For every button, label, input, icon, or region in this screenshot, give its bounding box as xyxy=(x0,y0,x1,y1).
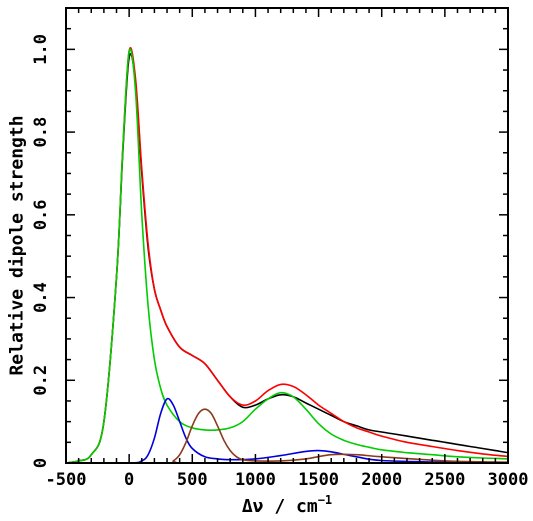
series-line-5 xyxy=(65,408,509,464)
y-tick-label: 0.2 xyxy=(31,365,51,396)
x-tick-label: 1500 xyxy=(298,470,339,490)
y-tick-label: 0 xyxy=(31,458,51,468)
series-line-4 xyxy=(65,397,509,464)
x-tick-label: 2500 xyxy=(424,470,465,490)
series-line-2 xyxy=(65,47,509,464)
x-axis-label-exponent: −1 xyxy=(318,493,332,507)
y-axis-label: Relative dipole strength xyxy=(6,115,27,375)
y-tick-label: 0.8 xyxy=(31,117,51,148)
x-tick-label: 2000 xyxy=(361,470,402,490)
x-tick-label: 3000 xyxy=(488,470,529,490)
x-axis-label-text: Δν / cm xyxy=(242,496,318,517)
x-tick-label: 0 xyxy=(124,470,134,490)
series-layer xyxy=(65,47,509,464)
x-axis: -500 0 500 1000 1500 2000 2500 3000 xyxy=(46,8,529,490)
series-line-3 xyxy=(65,48,509,464)
x-tick-label: 1000 xyxy=(235,470,276,490)
y-tick-label: 0.4 xyxy=(31,282,51,313)
y-tick-label: 0.6 xyxy=(31,199,51,230)
x-tick-label: 500 xyxy=(177,470,208,490)
x-axis-label: Δν / cm−1 xyxy=(242,493,332,517)
y-tick-label: 1.0 xyxy=(31,34,51,65)
series-line-1 xyxy=(65,53,509,464)
y-axis: 0 0.2 0.4 0.6 0.8 1.0 xyxy=(31,7,508,468)
x-tick-label: -500 xyxy=(46,470,87,490)
